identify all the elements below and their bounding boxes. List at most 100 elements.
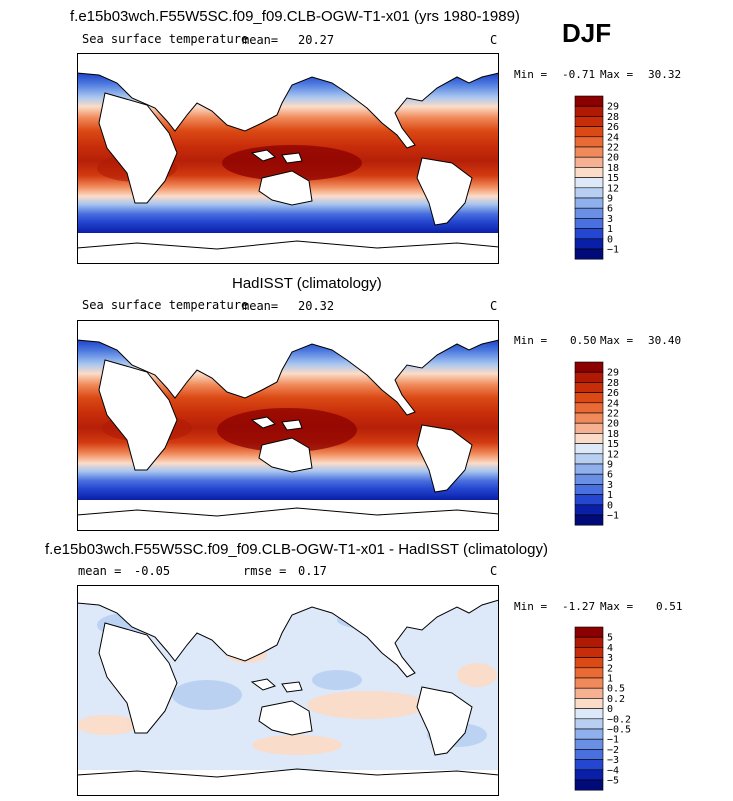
panel3-colorbar-swatch [574,657,604,669]
panel1-colorbar-swatch [574,177,604,189]
panel3-colorbar-tick-label: 4 [607,643,613,654]
panel3-colorbar-tick-label: −5 [607,776,619,787]
panel2-colorbar-tick-label: 29 [607,368,619,379]
panel2-min-value: 0.50 [570,334,597,347]
panel2-colorbar-swatch [574,453,604,465]
panel2-colorbar-swatch [574,402,604,414]
panel2-colorbar-tick-label: 9 [607,460,613,471]
panel3-rmse-label: rmse = [243,564,287,578]
panel2-colorbar-swatch [574,443,604,455]
panel1-colorbar-tick-label: −1 [607,245,619,256]
panel3-colorbar-swatch [574,698,604,709]
panel2-title: HadISST (climatology) [232,275,382,292]
panel3-colorbar-swatch [574,667,604,679]
panel3-colorbar-tick-label: −0.5 [607,725,631,736]
panel1-colorbar-tick-label: 15 [607,173,619,184]
panel1-colorbar-swatch [574,248,604,260]
panel1-colorbar-swatch [574,105,604,117]
panel2-colorbar-tick-label: −1 [607,511,619,522]
panel3-colorbar-tick-label: 5 [607,633,613,644]
panel1-min-label: Min = [514,68,548,81]
panel3-colorbar-tick-label: 1 [607,674,613,685]
panel3-units: C [490,564,498,578]
panel1-field: Sea surface temperature [82,32,249,46]
panel3-max-value: 0.51 [656,600,683,613]
panel3-colorbar-swatch [574,769,604,781]
panel2-mean-label: mean= [242,299,279,313]
panel1-colorbar-swatch [574,95,604,107]
panel2-min-label: Min = [514,334,548,347]
panel2-max-value: 30.40 [648,334,682,347]
panel2-max-label: Max = [600,334,634,347]
panel1-colorbar-tick-label: 24 [607,132,619,143]
panel1-colorbar-swatch [574,228,604,240]
panel3-colorbar-tick-label: −4 [607,765,619,776]
panel3-title: f.e15b03wch.F55W5SC.f09_f09.CLB-OGW-T1-x… [45,541,548,558]
panel2-colorbar-tick-label: 3 [607,480,613,491]
panel1-colorbar-swatch [574,116,604,127]
panel3-colorbar-swatch [574,647,604,658]
panel1-colorbar-swatch [574,207,604,219]
panel3-mean-value: -0.05 [134,564,171,578]
panel2-colorbar-tick-label: 1 [607,490,613,501]
panel1-colorbar-swatch [574,126,604,138]
panel3-colorbar-swatch [574,626,604,638]
panel2-colorbar-swatch [574,382,604,393]
panel1-colorbar-tick-label: 6 [607,204,613,215]
panel1-colorbar-tick-label: 20 [607,153,619,164]
panel1-colorbar-tick-label: 28 [607,112,619,123]
panel2-colorbar-swatch [574,371,604,383]
panel1-colorbar-swatch [574,167,604,178]
panel2-colorbar-swatch [574,514,604,526]
panel2-units: C [490,299,498,313]
panel1-max-label: Max = [600,68,634,81]
panel2-colorbar-swatch [574,473,604,485]
panel1-colorbar-swatch [574,156,604,168]
panel2-colorbar-swatch [574,412,604,424]
panel3-colorbar-swatch [574,759,604,771]
panel1-colorbar-swatch [574,238,604,250]
panel2-colorbar-tick-label: 22 [607,409,619,420]
panel1-mean-value: 20.27 [298,33,335,47]
panel3-colorbar-tick-label: 0.2 [607,694,625,705]
panel1-colorbar-tick-label: 1 [607,224,613,235]
panel3-min-value: -1.27 [562,600,596,613]
panel3-colorbar-tick-label: 0 [607,704,613,715]
panel2-colorbar-tick-label: 6 [607,470,613,481]
panel1-mean-label: mean= [242,33,279,47]
panel3-colorbar-tick-label: 3 [607,653,613,664]
panel3-colorbar-swatch [574,718,604,730]
panel3-colorbar-swatch [574,687,604,699]
panel2-colorbar-tick-label: 28 [607,378,619,389]
panel3-colorbar-tick-label: −3 [607,755,619,766]
panel3-colorbar-swatch [574,738,604,750]
panel1-colorbar-tick-label: 3 [607,214,613,225]
panel3-colorbar-swatch [574,728,604,740]
panel2-colorbar-swatch [574,484,604,495]
panel2-colorbar-swatch [574,463,604,475]
panel3-colorbar-swatch [574,677,604,689]
panel2-colorbar-tick-label: 0 [607,500,613,511]
panel3-colorbar-tick-label: −2 [607,745,619,756]
panel2-colorbar-swatch [574,361,604,373]
panel1-units: C [490,33,498,47]
season-label: DJF [562,18,612,48]
panel2-colorbar-swatch [574,422,604,434]
panel1-colorbar-tick-label: 12 [607,183,619,194]
panel1-max-value: 30.32 [648,68,682,81]
panel1-colorbar-tick-label: 0 [607,234,613,245]
panel1-min-value: -0.71 [562,68,596,81]
panel3-colorbar-tick-label: −1 [607,735,619,746]
panel3-colorbar-swatch [574,708,604,720]
panel2-mean-value: 20.32 [298,299,335,313]
panel1-colorbar-swatch [574,136,604,148]
panel3-rmse-value: 0.17 [298,564,327,578]
panel3-mean-label: mean = [78,564,122,578]
panel2-colorbar-tick-label: 18 [607,429,619,440]
panel1-colorbar-swatch [574,218,604,229]
panel3-colorbar-swatch [574,779,604,791]
panel2-colorbar-swatch [574,433,604,444]
